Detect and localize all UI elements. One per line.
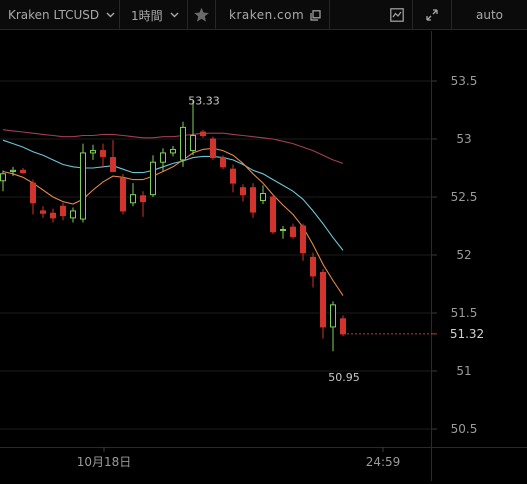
expand-icon: [426, 9, 438, 21]
candle-body[interactable]: [310, 256, 316, 277]
y-tick-label: 52: [456, 248, 471, 262]
candle-body[interactable]: [180, 126, 186, 161]
x-tick-label: 24:59: [366, 455, 401, 469]
interval-label: 1時間: [131, 8, 163, 23]
candle-body[interactable]: [230, 168, 236, 184]
candle-body[interactable]: [80, 152, 86, 220]
chevron-down-icon: [170, 12, 179, 18]
candle-body[interactable]: [290, 226, 296, 237]
candle-body[interactable]: [0, 173, 6, 182]
candle-body[interactable]: [50, 212, 56, 219]
candle-body[interactable]: [120, 177, 126, 212]
indicators-button[interactable]: [330, 0, 413, 30]
candle-body[interactable]: [90, 150, 96, 154]
candle-body[interactable]: [140, 195, 146, 203]
candle-body[interactable]: [260, 193, 266, 201]
candle-body[interactable]: [100, 150, 106, 157]
candle-body[interactable]: [30, 182, 36, 204]
candle-body[interactable]: [170, 148, 176, 154]
candle-body[interactable]: [150, 161, 156, 196]
candle-body[interactable]: [20, 169, 26, 174]
interval-selector[interactable]: 1時間: [120, 0, 188, 30]
candle-body[interactable]: [60, 205, 66, 217]
scale-mode-button[interactable]: auto: [452, 0, 527, 30]
site-link[interactable]: kraken.com: [216, 0, 330, 30]
x-tick-label: 10月18日: [77, 455, 132, 469]
y-tick-label: 50.5: [451, 422, 478, 436]
y-tick-label: 53: [456, 132, 471, 146]
candle-body[interactable]: [190, 135, 196, 152]
symbol-label: Kraken LTCUSD: [8, 8, 100, 22]
last-price-label: 51.32: [450, 327, 484, 341]
candle-body[interactable]: [240, 187, 246, 196]
chevron-down-icon: [106, 12, 115, 18]
moving-average-line-ma_mid: [2, 139, 344, 251]
scale-mode-label: auto: [475, 8, 503, 22]
candle-body[interactable]: [320, 271, 326, 328]
candle-body[interactable]: [130, 194, 136, 204]
candle-body[interactable]: [70, 210, 76, 219]
price-chart[interactable]: 53.5 53 52.5 52 51.5 51 50.5 10月18日 24:59 53.33 50…: [0, 31, 527, 481]
candle-body[interactable]: [110, 157, 116, 172]
fullscreen-button[interactable]: [413, 0, 452, 30]
candle-body[interactable]: [330, 304, 336, 328]
moving-average-line-ma_long: [2, 129, 344, 164]
candle-body[interactable]: [300, 225, 306, 254]
candle-body[interactable]: [280, 228, 286, 231]
candle-body[interactable]: [220, 157, 226, 168]
external-link-icon: [310, 9, 321, 21]
candle-body[interactable]: [160, 152, 166, 163]
indicator-chart-icon: [390, 8, 404, 22]
candle-body[interactable]: [40, 210, 46, 214]
candle-body[interactable]: [340, 318, 346, 335]
candlestick-chart[interactable]: 53.5 53 52.5 52 51.5 51 50.5 10月18日 24:59 53.33 50…: [0, 31, 527, 481]
favorite-button[interactable]: [188, 0, 216, 30]
candle-body[interactable]: [270, 196, 276, 233]
candle-body[interactable]: [200, 131, 206, 137]
star-icon: [194, 7, 209, 22]
y-tick-label: 51: [456, 364, 471, 378]
y-tick-label: 52.5: [451, 190, 478, 204]
site-label: kraken.com: [229, 8, 305, 22]
high-price-label: 53.33: [188, 95, 220, 108]
moving-average-line-ma_short: [2, 147, 344, 296]
candle-body[interactable]: [210, 138, 216, 159]
low-price-label: 50.95: [328, 371, 360, 384]
symbol-selector[interactable]: Kraken LTCUSD: [0, 0, 120, 30]
candle-body[interactable]: [250, 187, 256, 213]
candle-body[interactable]: [10, 169, 16, 172]
y-tick-label: 53.5: [451, 74, 478, 88]
y-tick-label: 51.5: [451, 306, 478, 320]
chart-toolbar: Kraken LTCUSD 1時間 kraken.com auto: [0, 0, 527, 30]
